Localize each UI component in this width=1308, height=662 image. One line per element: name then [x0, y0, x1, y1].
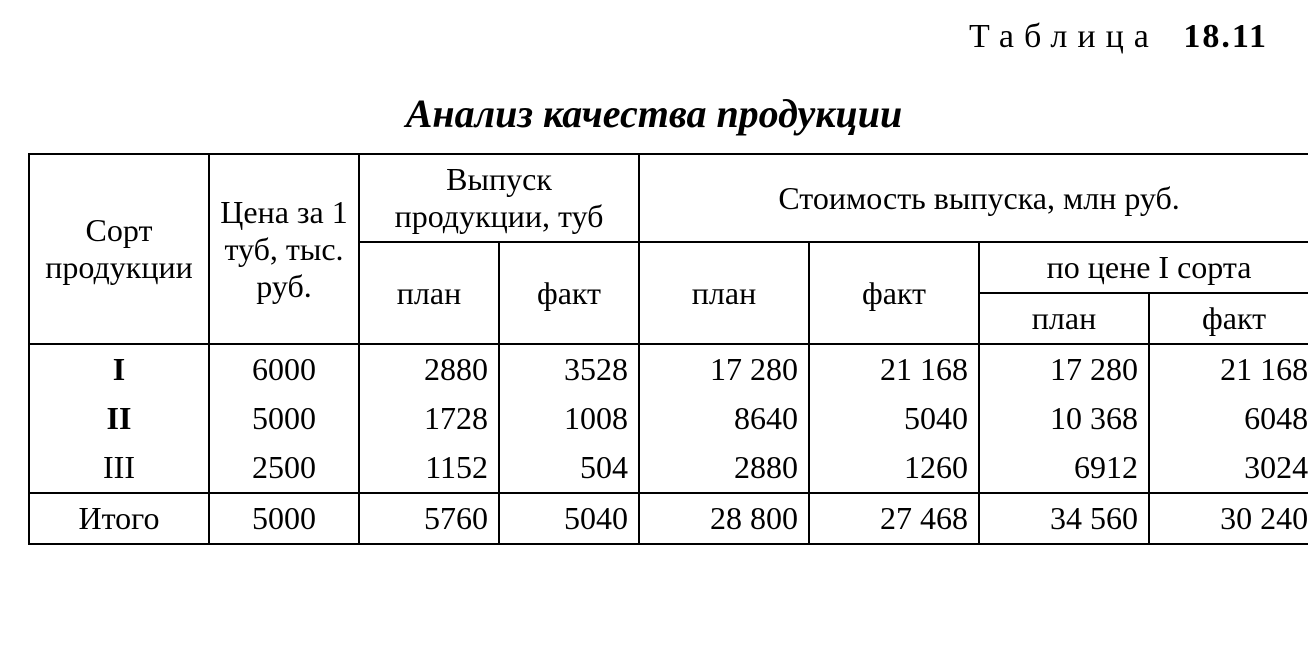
th-prod-fact: факт — [499, 242, 639, 344]
cell-total-fg-plan: 34 560 — [979, 493, 1149, 544]
cell-cost-fact: 5040 — [809, 394, 979, 443]
table-row: II 5000 1728 1008 8640 5040 10 368 6048 — [29, 394, 1308, 443]
th-production: Выпуск продукции, туб — [359, 154, 639, 242]
cell-price: 2500 — [209, 443, 359, 493]
table-row: III 2500 1152 504 2880 1260 6912 3024 — [29, 443, 1308, 493]
table-total-row: Итого 5000 5760 5040 28 800 27 468 34 56… — [29, 493, 1308, 544]
cell-sort: III — [29, 443, 209, 493]
th-first-grade: по цене I сорта — [979, 242, 1308, 293]
cell-prod-fact: 504 — [499, 443, 639, 493]
th-cost-plan: план — [639, 242, 809, 344]
th-cost: Стоимость выпуска, млн руб. — [639, 154, 1308, 242]
cell-total-prod-fact: 5040 — [499, 493, 639, 544]
table-number-label: Таблица — [969, 18, 1159, 55]
th-fg-plan: план — [979, 293, 1149, 344]
table-title: Анализ качества продукции — [28, 90, 1280, 137]
cell-total-fg-fact: 30 240 — [1149, 493, 1308, 544]
table-number: Таблица 18.11 — [28, 18, 1268, 56]
cell-cost-plan: 8640 — [639, 394, 809, 443]
cell-total-label: Итого — [29, 493, 209, 544]
cell-cost-plan: 2880 — [639, 443, 809, 493]
cell-fg-fact: 3024 — [1149, 443, 1308, 493]
th-prod-plan: план — [359, 242, 499, 344]
cell-fg-plan: 10 368 — [979, 394, 1149, 443]
cell-prod-plan: 1728 — [359, 394, 499, 443]
cell-total-cost-plan: 28 800 — [639, 493, 809, 544]
quality-analysis-table: Сорт продукции Цена за 1 туб, тыс. руб. … — [28, 153, 1308, 545]
cell-price: 6000 — [209, 344, 359, 394]
cell-total-price: 5000 — [209, 493, 359, 544]
cell-fg-fact: 21 168 — [1149, 344, 1308, 394]
cell-sort: I — [29, 344, 209, 394]
cell-price: 5000 — [209, 394, 359, 443]
th-price: Цена за 1 туб, тыс. руб. — [209, 154, 359, 344]
th-sort: Сорт продукции — [29, 154, 209, 344]
cell-fg-fact: 6048 — [1149, 394, 1308, 443]
cell-cost-fact: 1260 — [809, 443, 979, 493]
table-row: I 6000 2880 3528 17 280 21 168 17 280 21… — [29, 344, 1308, 394]
cell-prod-plan: 2880 — [359, 344, 499, 394]
cell-prod-plan: 1152 — [359, 443, 499, 493]
cell-fg-plan: 6912 — [979, 443, 1149, 493]
cell-fg-plan: 17 280 — [979, 344, 1149, 394]
cell-prod-fact: 1008 — [499, 394, 639, 443]
th-fg-fact: факт — [1149, 293, 1308, 344]
cell-prod-fact: 3528 — [499, 344, 639, 394]
cell-cost-fact: 21 168 — [809, 344, 979, 394]
table-number-value: 18.11 — [1183, 18, 1268, 55]
cell-sort: II — [29, 394, 209, 443]
cell-total-cost-fact: 27 468 — [809, 493, 979, 544]
th-cost-fact: факт — [809, 242, 979, 344]
cell-total-prod-plan: 5760 — [359, 493, 499, 544]
cell-cost-plan: 17 280 — [639, 344, 809, 394]
